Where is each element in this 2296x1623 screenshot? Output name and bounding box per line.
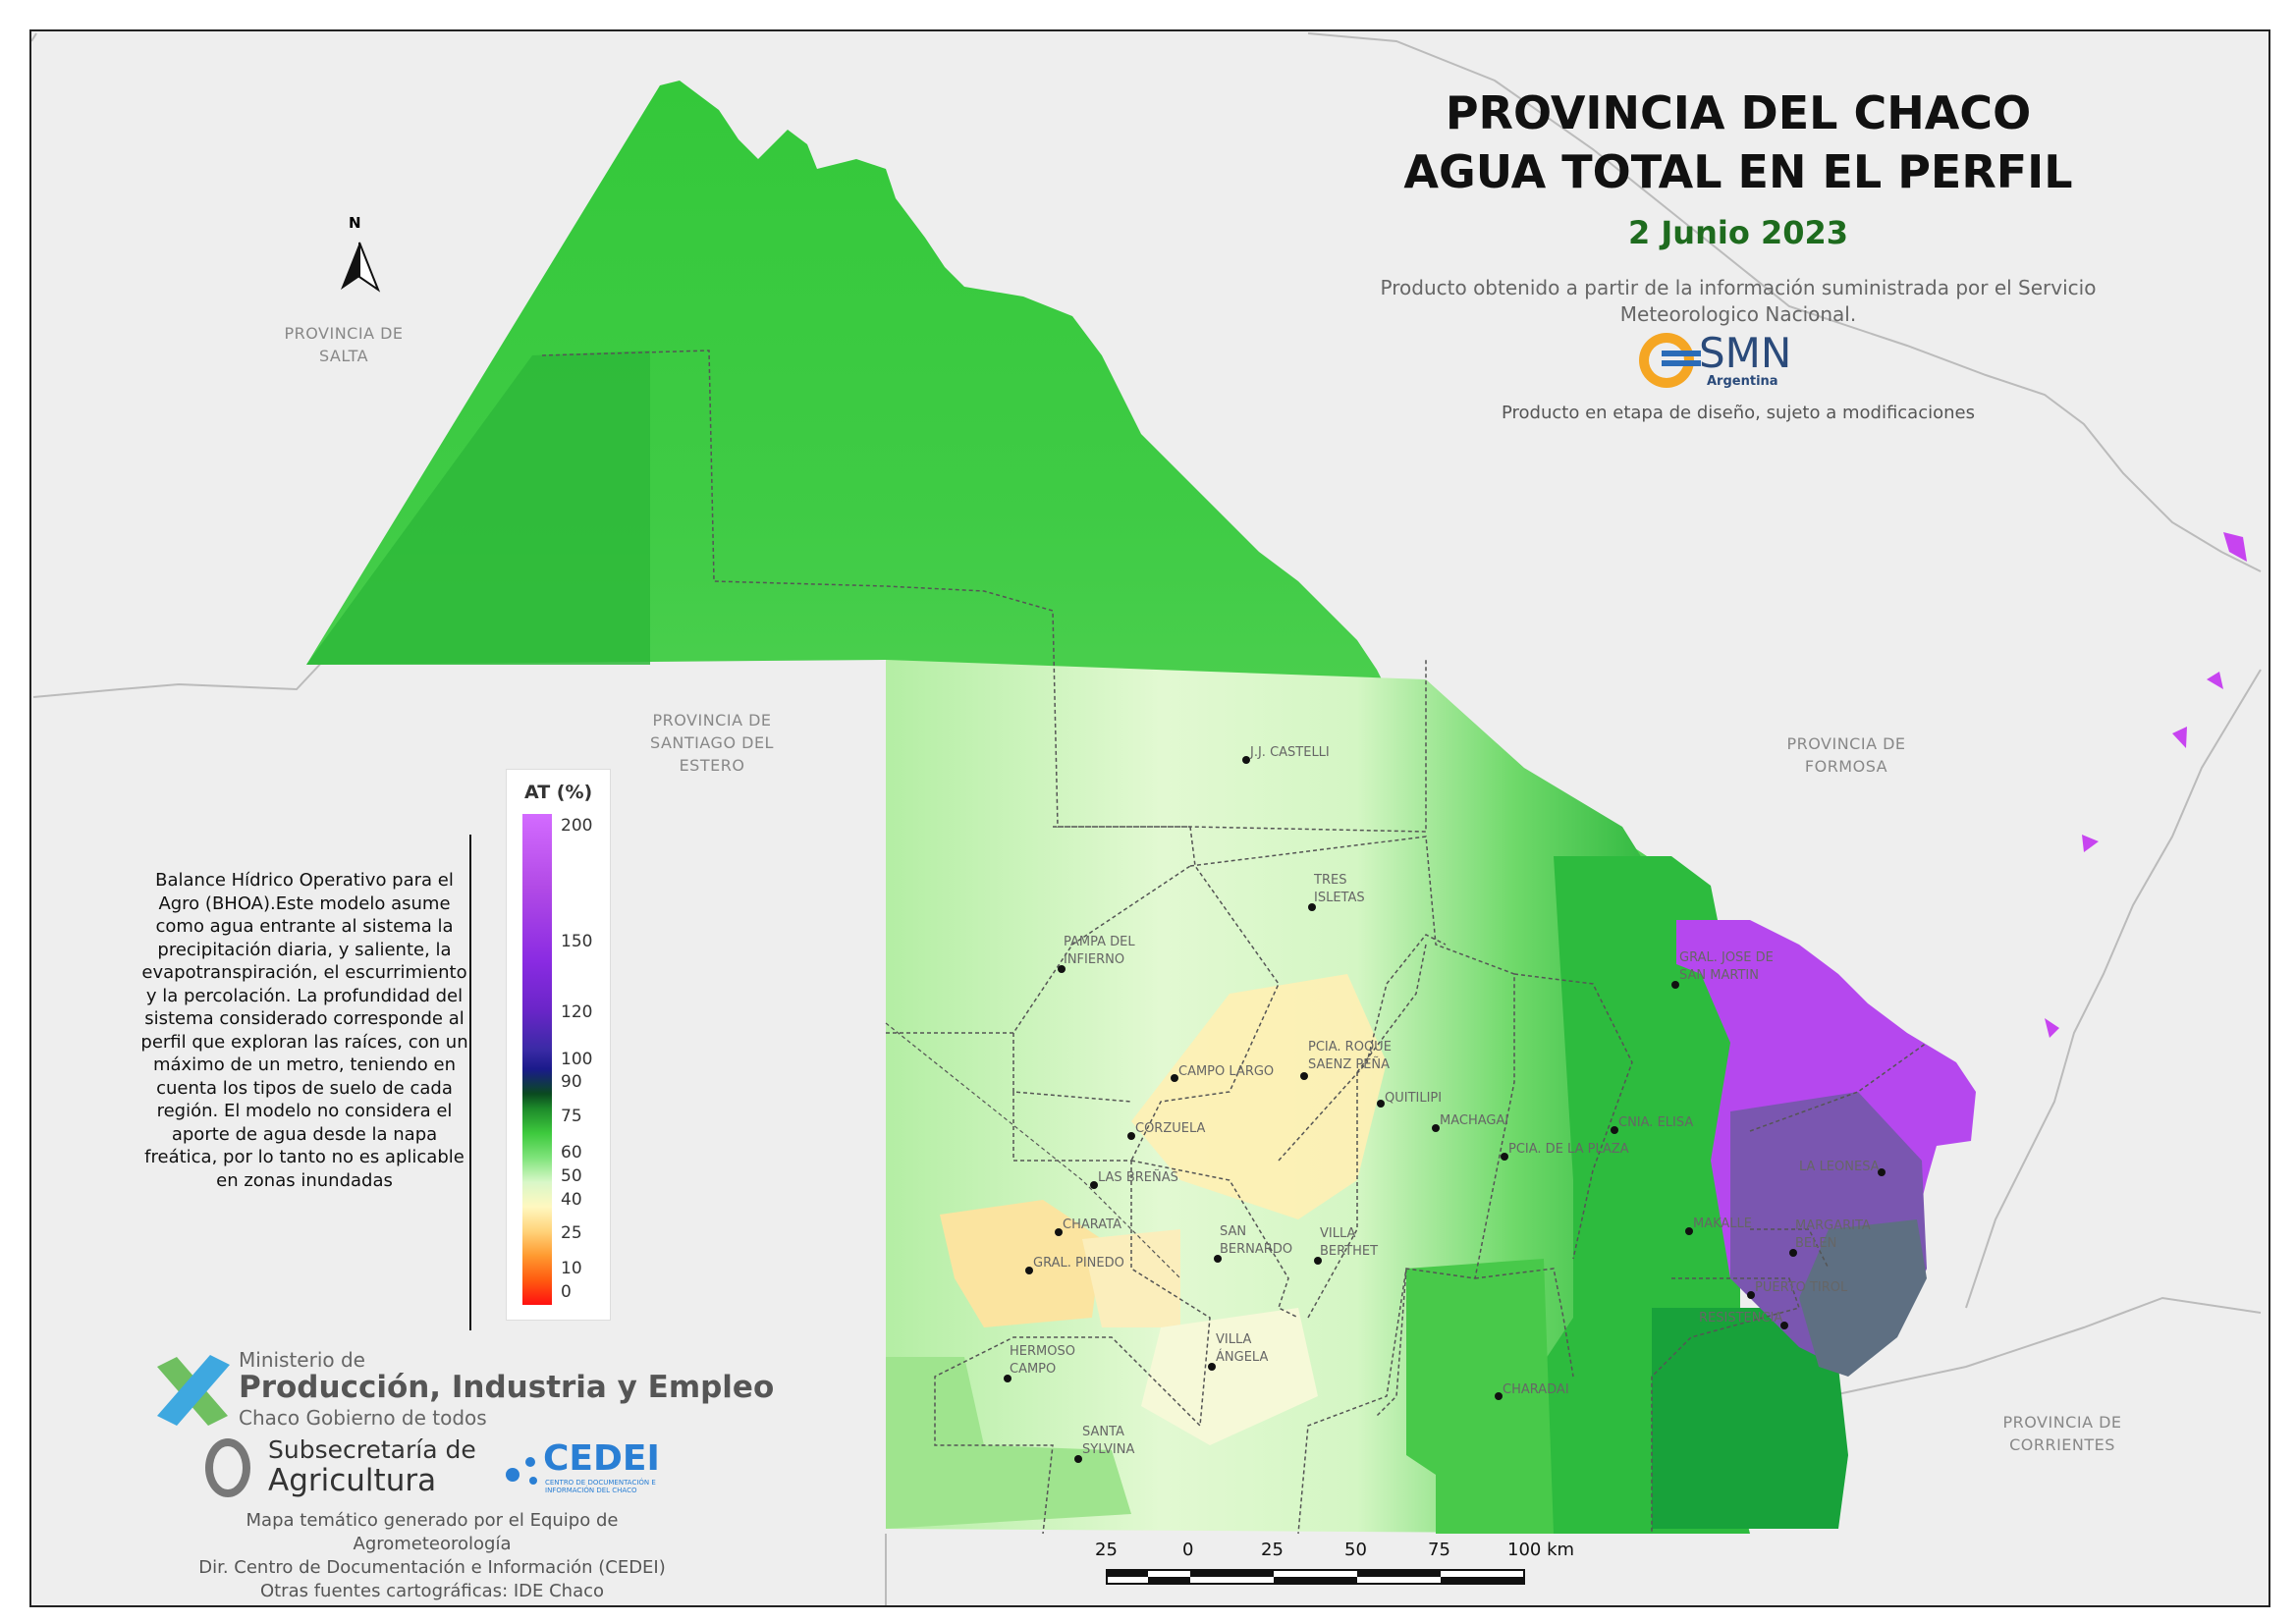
city-la-leonesa: LA LEONESA bbox=[1799, 1160, 1880, 1174]
city-pcia-de-la-plaza: PCIA. DE LA PLAZA bbox=[1508, 1142, 1629, 1157]
escudo-icon bbox=[205, 1438, 250, 1497]
credit-line: Mapa temático generado por el Equipo de … bbox=[246, 1510, 619, 1554]
divider-line bbox=[469, 835, 471, 1330]
legend-colorbar bbox=[522, 814, 552, 1305]
legend-tick: 10 bbox=[561, 1259, 582, 1278]
legend-tick: 0 bbox=[561, 1282, 572, 1302]
legend-tick: 60 bbox=[561, 1143, 582, 1163]
cedei-logo-icon bbox=[506, 1457, 537, 1485]
subsecretaria-line1: Subsecretaría de bbox=[268, 1435, 476, 1464]
scale-label: 0 bbox=[1182, 1540, 1194, 1560]
department-borders bbox=[541, 350, 1928, 1535]
north-label: N bbox=[349, 214, 361, 232]
smn-logo-icon bbox=[1639, 333, 1701, 388]
legend-tick: 40 bbox=[561, 1190, 582, 1210]
city-quitilipi: QUITILIPI bbox=[1385, 1091, 1443, 1106]
salta-border bbox=[32, 657, 327, 698]
city-hermoso-campo: HERMOSO CAMPO bbox=[1010, 1344, 1075, 1377]
city-campo-largo: CAMPO LARGO bbox=[1178, 1064, 1275, 1079]
source-text: Producto obtenido a partir de la informa… bbox=[1380, 276, 2097, 326]
legend-tick: 100 bbox=[561, 1050, 593, 1069]
formosa-border-north bbox=[1307, 32, 2262, 572]
city-santa-sylvina: SANTA SYLVINA bbox=[1082, 1425, 1135, 1457]
city-corzuela: CORZUELA bbox=[1135, 1121, 1206, 1136]
legend-title: AT (%) bbox=[524, 782, 593, 803]
ministerio-line2: Producción, Industria y Empleo bbox=[239, 1370, 775, 1405]
smn-logo-text: SMN bbox=[1699, 329, 1792, 377]
map-date: 2 Junio 2023 bbox=[1627, 214, 1849, 251]
region-se-dark-green bbox=[1652, 1308, 1848, 1529]
north-arrow-icon bbox=[341, 242, 381, 293]
corrientes-border bbox=[1828, 1296, 2262, 1397]
legend-tick: 50 bbox=[561, 1166, 582, 1186]
city-margarita-belen: MARGARITA BELEN bbox=[1795, 1218, 1871, 1251]
city-resistencia: RESISTENCIA bbox=[1699, 1311, 1783, 1325]
legend-tick: 150 bbox=[561, 932, 593, 951]
subsecretaria-line2: Agricultura bbox=[268, 1463, 437, 1498]
legend-tick: 200 bbox=[561, 816, 593, 836]
city-puerto-tirol: PUERTO TIROL bbox=[1755, 1280, 1848, 1295]
smn-logo-subtext: Argentina bbox=[1707, 374, 1778, 389]
city-castelli: J.J. CASTELLI bbox=[1250, 745, 1330, 760]
model-description: Balance Hídrico Operativo para el Agro (… bbox=[140, 870, 468, 1191]
legend-tick: 90 bbox=[561, 1072, 582, 1092]
city-gral-pinedo: GRAL. PINEDO bbox=[1033, 1256, 1124, 1271]
scale-label: 100 km bbox=[1507, 1540, 1575, 1560]
city-villa-berthet: VILLA BERTHET bbox=[1320, 1226, 1379, 1259]
legend: AT (%) 200 150 120 100 90 75 60 50 40 25… bbox=[506, 769, 611, 1321]
map-canvas bbox=[31, 32, 2262, 1605]
city-san-martin: GRAL. JOSE DE SAN MARTIN bbox=[1679, 950, 1774, 983]
province-salta: PROVINCIA DE SALTA bbox=[284, 324, 404, 365]
city-saenz-pena: PCIA. ROQUE SAENZ PEÑA bbox=[1308, 1040, 1392, 1072]
city-san-bernardo: SAN BERNARDO bbox=[1220, 1224, 1293, 1257]
disclaimer: Producto en etapa de diseño, sujeto a mo… bbox=[1501, 403, 1975, 423]
city-charadai: CHARADAI bbox=[1503, 1382, 1569, 1397]
city-tres-isletas: TRES ISLETAS bbox=[1314, 873, 1365, 905]
city-makalle: MAKALLE bbox=[1693, 1217, 1752, 1231]
province-formosa: PROVINCIA DE FORMOSA bbox=[1786, 734, 1906, 776]
legend-tick: 120 bbox=[561, 1002, 593, 1022]
map-title-line2: AGUA TOTAL EN EL PERFIL bbox=[1403, 145, 2073, 198]
scale-label: 25 bbox=[1095, 1540, 1118, 1560]
city-las-brenas: LAS BREÑAS bbox=[1098, 1170, 1178, 1185]
legend-tick: 75 bbox=[561, 1107, 582, 1126]
ministerio-logo-icon bbox=[157, 1355, 230, 1426]
map-title-line1: PROVINCIA DEL CHACO bbox=[1445, 86, 2032, 139]
cedei-subtext: CENTRO DE DOCUMENTACIÓN E INFORMACIÓN DE… bbox=[545, 1479, 656, 1494]
province-santiago: PROVINCIA DE SANTIAGO DEL ESTERO bbox=[650, 711, 774, 775]
city-villa-angela: VILLA ÁNGELA bbox=[1216, 1332, 1269, 1365]
scale-label: 75 bbox=[1428, 1540, 1450, 1560]
city-cnia-elisa: CNIA. ELISA bbox=[1618, 1115, 1694, 1130]
credit-line: Dir. Centro de Documentación e Informaci… bbox=[198, 1557, 666, 1578]
scale-label: 50 bbox=[1344, 1540, 1367, 1560]
scale-bar bbox=[1106, 1569, 1525, 1585]
ministerio-line3: Chaco Gobierno de todos bbox=[239, 1406, 487, 1430]
city-charata: CHARATA bbox=[1063, 1217, 1121, 1232]
credit-line: Otras fuentes cartográficas: IDE Chaco bbox=[259, 1581, 605, 1601]
credits: Mapa temático generado por el Equipo de … bbox=[177, 1509, 687, 1603]
city-machagai: MACHAGAI bbox=[1440, 1113, 1509, 1128]
scale-label: 25 bbox=[1261, 1540, 1284, 1560]
map-frame bbox=[29, 29, 2270, 1607]
cedei-text: CEDEI bbox=[543, 1438, 660, 1479]
province-corrientes: PROVINCIA DE CORRIENTES bbox=[2002, 1413, 2122, 1454]
city-pampa-del-infierno: PAMPA DEL INFIERNO bbox=[1064, 935, 1135, 967]
legend-tick: 25 bbox=[561, 1223, 582, 1243]
ministerio-line1: Ministerio de bbox=[239, 1348, 365, 1372]
